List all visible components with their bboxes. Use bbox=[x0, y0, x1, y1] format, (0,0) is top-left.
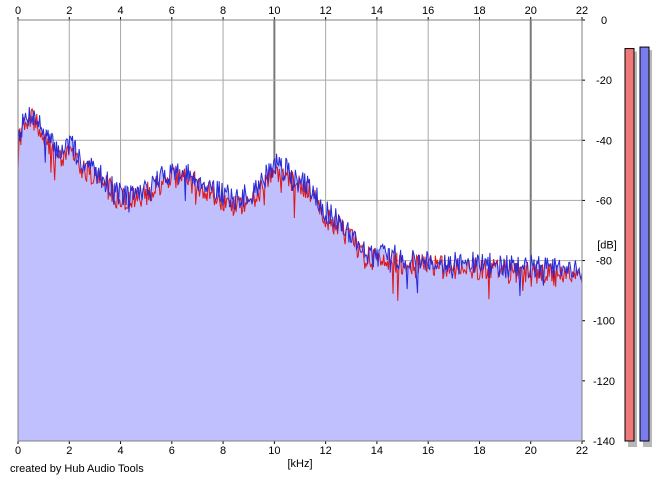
x-tick-label-top: 6 bbox=[169, 5, 175, 17]
x-tick-label-top: 0 bbox=[15, 5, 21, 17]
y-tick-label: -60 bbox=[596, 195, 612, 207]
x-tick-label-bottom: 22 bbox=[576, 445, 588, 457]
x-tick-label-bottom: 0 bbox=[15, 445, 21, 457]
level-meter-bar bbox=[624, 48, 635, 442]
plot-frame bbox=[17, 19, 583, 442]
x-tick-label-top: 4 bbox=[117, 5, 123, 17]
x-tick-label-bottom: 2 bbox=[66, 445, 72, 457]
level-meter-bar bbox=[639, 46, 650, 442]
x-tick-label-top: 20 bbox=[525, 5, 537, 17]
x-tick-label-top: 2 bbox=[66, 5, 72, 17]
credit-text: created by Hub Audio Tools bbox=[10, 463, 144, 475]
x-tick-label-bottom: 6 bbox=[169, 445, 175, 457]
x-tick-label-bottom: 16 bbox=[422, 445, 434, 457]
x-tick-label-bottom: 14 bbox=[371, 445, 383, 457]
y-tick-label: -40 bbox=[596, 135, 612, 147]
series-line-right bbox=[17, 106, 583, 296]
x-tick-label-bottom: 12 bbox=[320, 445, 332, 457]
x-tick-label-bottom: 18 bbox=[473, 445, 485, 457]
x-tick-label-top: 14 bbox=[371, 5, 383, 17]
y-tick-label: -120 bbox=[593, 376, 615, 388]
x-tick-label-top: 12 bbox=[320, 5, 332, 17]
y-axis-label: [dB] bbox=[597, 240, 617, 252]
x-tick-label-bottom: 8 bbox=[220, 445, 226, 457]
y-tick-label: -20 bbox=[596, 75, 612, 87]
y-tick-label: -100 bbox=[593, 316, 615, 328]
x-tick-label-bottom: 20 bbox=[525, 445, 537, 457]
y-tick-label: -80 bbox=[596, 256, 612, 268]
y-tick-label: 0 bbox=[601, 15, 607, 27]
x-tick-label-top: 18 bbox=[473, 5, 485, 17]
x-tick-label-top: 10 bbox=[268, 5, 280, 17]
x-axis-label: [kHz] bbox=[287, 458, 312, 470]
spectrum-fill bbox=[18, 106, 582, 442]
x-tick-label-top: 8 bbox=[220, 5, 226, 17]
y-tick-label: -140 bbox=[593, 436, 615, 448]
series-line-left bbox=[17, 107, 583, 301]
x-tick-label-bottom: 10 bbox=[268, 445, 280, 457]
x-tick-label-bottom: 4 bbox=[117, 445, 123, 457]
x-tick-label-top: 22 bbox=[576, 5, 588, 17]
x-tick-label-top: 16 bbox=[422, 5, 434, 17]
